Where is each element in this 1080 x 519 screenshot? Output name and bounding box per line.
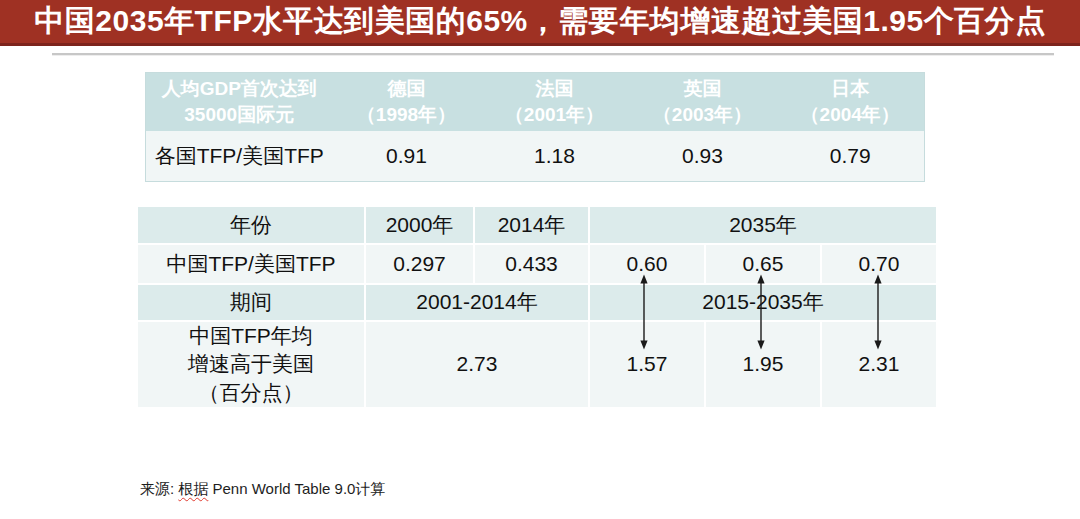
growth-gap-2001-2014: 2.73 (365, 321, 589, 408)
period-2001-2014: 2001-2014年 (365, 284, 589, 321)
value-germany: 0.91 (332, 131, 480, 182)
source-prefix: 来源: (140, 480, 178, 497)
international-tfp-table: 人均GDP首次达到 35000国际元 德国 （1998年） 法国 （2001年）… (145, 72, 925, 182)
header-gdp-threshold: 人均GDP首次达到 35000国际元 (146, 73, 333, 132)
table-row: 各国TFP/美国TFP 0.91 1.18 0.93 0.79 (146, 131, 925, 182)
page-title: 中国2035年TFP水平达到美国的65%，需要年均增速超过美国1.95个百分点 (34, 1, 1045, 42)
header-france: 法国 （2001年） (480, 73, 628, 132)
double-headed-arrow-icon (638, 274, 650, 350)
header-uk: 英国 （2003年） (628, 73, 776, 132)
double-headed-arrow-icon (755, 274, 767, 350)
table-header-row: 人均GDP首次达到 35000国际元 德国 （1998年） 法国 （2001年）… (146, 73, 925, 132)
source-spellcheck-word: 根据 (178, 480, 208, 497)
growth-gap-label: 中国TFP年均 增速高于美国 （百分点） (137, 321, 365, 408)
year-2000: 2000年 (365, 206, 474, 244)
header-japan: 日本 （2004年） (776, 73, 924, 132)
period-row-label: 期间 (137, 284, 365, 321)
year-row: 年份 2000年 2014年 2035年 (137, 206, 937, 244)
value-japan: 0.79 (776, 131, 924, 182)
value-uk: 0.93 (628, 131, 776, 182)
row-label-tfp-ratio: 各国TFP/美国TFP (146, 131, 333, 182)
title-banner: 中国2035年TFP水平达到美国的65%，需要年均增速超过美国1.95个百分点 (0, 0, 1080, 46)
tfp-ratio-row: 中国TFP/美国TFP 0.297 0.433 0.60 0.65 0.70 (137, 244, 937, 284)
year-2035: 2035年 (589, 206, 937, 244)
value-france: 1.18 (480, 131, 628, 182)
year-2014: 2014年 (474, 206, 589, 244)
tfp-2000: 0.297 (365, 244, 474, 284)
header-germany: 德国 （1998年） (332, 73, 480, 132)
growth-gap-row: 中国TFP年均 增速高于美国 （百分点） 2.73 1.57 1.95 2.31 (137, 321, 937, 408)
tfp-ratio-label: 中国TFP/美国TFP (137, 244, 365, 284)
tfp-2014: 0.433 (474, 244, 589, 284)
year-row-label: 年份 (137, 206, 365, 244)
horizontal-divider (52, 53, 1054, 56)
source-rest: Penn World Table 9.0计算 (208, 480, 385, 497)
period-row: 期间 2001-2014年 2015-2035年 (137, 284, 937, 321)
china-tfp-projection-table: 年份 2000年 2014年 2035年 中国TFP/美国TFP 0.297 0… (136, 205, 938, 409)
source-note: 来源: 根据 Penn World Table 9.0计算 (140, 480, 385, 499)
double-headed-arrow-icon (872, 274, 884, 350)
